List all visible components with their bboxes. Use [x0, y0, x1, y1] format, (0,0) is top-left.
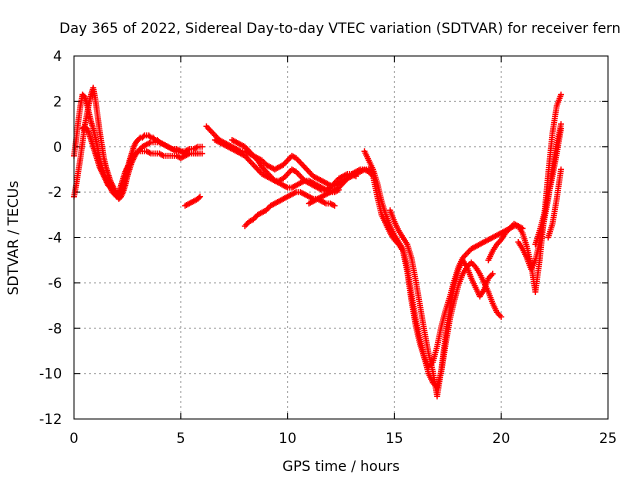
y-tick-label: -4	[48, 231, 62, 247]
y-tick-label: 2	[53, 94, 62, 110]
data-point	[151, 135, 158, 142]
data-point	[199, 150, 206, 157]
series-track-11	[387, 207, 496, 400]
series-track-4	[182, 193, 204, 209]
chart-title: Day 365 of 2022, Sidereal Day-to-day VTE…	[59, 21, 620, 37]
y-tick-label: -10	[39, 367, 62, 383]
x-tick-label: 5	[176, 431, 185, 447]
data-point	[558, 91, 565, 98]
x-tick-label: 20	[492, 431, 510, 447]
y-tick-label: 4	[53, 49, 62, 65]
data-point	[146, 133, 153, 140]
data-point	[558, 166, 565, 173]
y-tick-label: -8	[48, 321, 62, 337]
x-tick-label: 25	[599, 431, 617, 447]
data-point	[195, 194, 202, 201]
series-track-3	[79, 123, 206, 200]
x-tick-label: 10	[279, 431, 297, 447]
x-tick-label: 0	[70, 431, 79, 447]
series-track-15	[545, 166, 565, 241]
data-point	[558, 125, 565, 132]
x-axis-label: GPS time / hours	[282, 459, 399, 475]
data-point	[140, 133, 147, 140]
x-tick-label: 15	[385, 431, 403, 447]
data-point	[136, 135, 143, 142]
y-tick-label: -2	[48, 185, 62, 201]
y-tick-label: -6	[48, 276, 62, 292]
series-track-14	[532, 125, 565, 248]
y-tick-label: 0	[53, 140, 62, 156]
plot-frame	[73, 55, 609, 420]
data-point	[134, 149, 141, 156]
y-axis-label: SDTVAR / TECUs	[6, 181, 22, 296]
grid-lines	[74, 56, 608, 419]
data-point	[331, 202, 338, 209]
data-point	[199, 143, 206, 150]
axis-ticks: 0 5 10 15 20 25 -12 -10 -8 -6 -4 -2 0 2 4	[39, 49, 617, 447]
series-track-8	[241, 189, 338, 230]
data-point	[489, 270, 496, 277]
data-points	[71, 84, 565, 400]
y-tick-label: -12	[39, 412, 62, 428]
data-point	[197, 193, 204, 200]
data-point	[498, 313, 505, 320]
series-track-7	[229, 136, 342, 196]
series-track-12	[485, 91, 565, 295]
